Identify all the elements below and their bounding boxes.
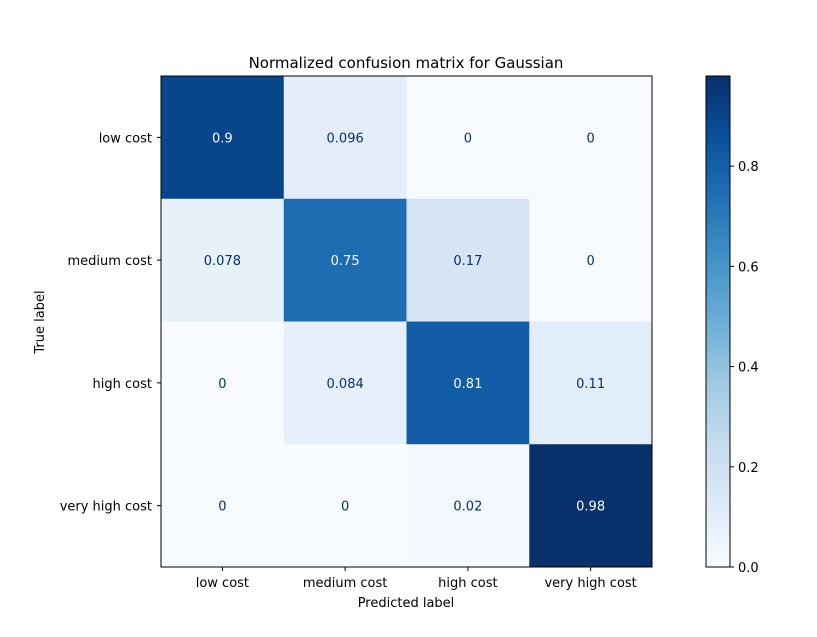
y-tick-label: low cost <box>99 131 152 146</box>
heatmap-cells <box>161 76 653 568</box>
y-axis-label: True label <box>33 290 48 354</box>
heatmap-cell <box>283 198 407 322</box>
heatmap-cell <box>529 198 653 322</box>
cell-value-label: 0 <box>218 377 226 392</box>
cell-value-label: 0.11 <box>576 377 605 392</box>
x-tick-label: low cost <box>196 576 249 591</box>
heatmap-cell <box>283 76 407 200</box>
cell-value-label: 0.096 <box>327 131 364 146</box>
cell-value-label: 0 <box>218 500 226 515</box>
cell-value-label: 0.81 <box>453 377 482 392</box>
cell-value-label: 0.98 <box>576 500 605 515</box>
cell-value-label: 0.75 <box>331 254 360 269</box>
x-tick-label: medium cost <box>303 576 388 591</box>
colorbar-tick-label: 0.6 <box>738 260 759 275</box>
cell-value-label: 0.084 <box>327 377 364 392</box>
colorbar-tick-label: 0.2 <box>738 461 759 476</box>
colorbar-tick-label: 0.0 <box>738 561 759 576</box>
heatmap-cell <box>161 321 285 445</box>
cell-value-label: 0.02 <box>453 500 482 515</box>
x-axis-label: Predicted label <box>358 596 455 611</box>
y-tick-label: very high cost <box>60 500 152 515</box>
colorbar <box>705 75 731 568</box>
colorbar-axis: 0.0 0.2 0.4 0.6 0.8 <box>730 160 759 576</box>
y-axis: low cost medium cost high cost very high co… <box>60 131 161 515</box>
y-tick-label: medium cost <box>67 254 152 269</box>
cell-value-label: 0 <box>586 254 594 269</box>
cell-value-label: 0.17 <box>453 254 482 269</box>
cell-value-label: 0 <box>586 131 594 146</box>
heatmap-cell <box>529 444 653 568</box>
x-tick-label: very high cost <box>544 576 636 591</box>
cell-value-label: 0 <box>341 500 349 515</box>
heatmap-cell <box>406 444 530 568</box>
colorbar-tick-label: 0.8 <box>738 160 759 175</box>
heatmap-cell <box>529 321 653 445</box>
heatmap-cell <box>529 76 653 200</box>
x-axis: low cost medium cost high cost very high co… <box>196 567 637 591</box>
cell-value-label: 0 <box>464 131 472 146</box>
heatmap-cell <box>161 76 285 200</box>
cell-value-label: 0.078 <box>204 254 241 269</box>
heatmap-cell <box>161 198 285 322</box>
heatmap-cell <box>406 321 530 445</box>
cell-value-label: 0.9 <box>212 131 233 146</box>
heatmap-cell <box>161 444 285 568</box>
heatmap-cell <box>406 76 530 200</box>
x-tick-label: high cost <box>438 576 497 591</box>
heatmap-cell <box>406 198 530 322</box>
colorbar-tick-label: 0.4 <box>738 361 759 376</box>
heatmap-cell <box>283 321 407 445</box>
heatmap-cell-labels: 0.9 0.096 0 0 0.078 0.75 0.17 0 0 0.084 0.81 0.11 0 0… <box>204 131 605 514</box>
heatmap-cell <box>283 444 407 568</box>
chart-title: Normalized confusion matrix for Gaussian <box>249 54 564 72</box>
plot-frame <box>160 75 653 568</box>
y-tick-label: high cost <box>93 377 152 392</box>
